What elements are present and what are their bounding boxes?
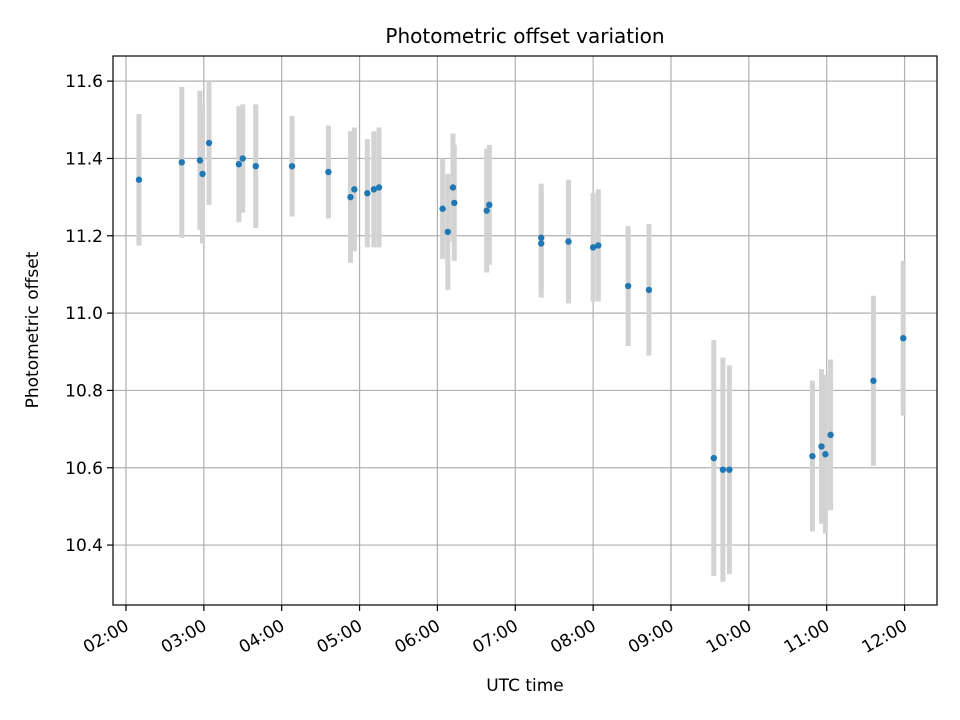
- data-point: [135, 176, 143, 183]
- data-point: [375, 184, 383, 191]
- data-point: [624, 282, 632, 290]
- y-tick-label: 11.6: [65, 72, 103, 92]
- data-point: [439, 205, 446, 212]
- data-point: [595, 242, 602, 249]
- data-point: [870, 377, 877, 384]
- data-point: [196, 157, 204, 164]
- y-tick-label: 11.2: [65, 227, 103, 247]
- y-axis-title: Photometric offset: [23, 251, 43, 408]
- data-point: [199, 170, 206, 178]
- data-point: [538, 234, 545, 241]
- y-axis-ticks: 10.4 10.6 10.8 11.0 11.2 11.4 11.6: [65, 72, 113, 556]
- data-point: [538, 240, 545, 247]
- chart-title: Photometric offset variation: [385, 24, 664, 48]
- data-point: [827, 431, 834, 439]
- data-point: [818, 443, 825, 450]
- data-point: [822, 451, 829, 458]
- plot-frame: [112, 55, 938, 606]
- data-point: [235, 161, 243, 168]
- data-point: [486, 201, 493, 209]
- data-point: [719, 466, 727, 473]
- data-point: [483, 207, 490, 214]
- data-point: [710, 454, 718, 462]
- data-point: [449, 184, 457, 191]
- data-point: [364, 190, 371, 197]
- data-point: [589, 244, 597, 251]
- data-point: [178, 159, 185, 166]
- grid-lines: [113, 56, 937, 605]
- data-point: [325, 168, 332, 176]
- data-point: [444, 228, 451, 236]
- data-point: [288, 162, 296, 170]
- data-point: [239, 155, 246, 162]
- x-axis-title: UTC time: [486, 676, 564, 696]
- y-tick-label: 10.4: [65, 536, 103, 556]
- y-tick-label: 10.8: [65, 381, 103, 401]
- data-point: [351, 186, 358, 193]
- data-point: [645, 286, 653, 294]
- data-point: [726, 466, 733, 473]
- data-points: [135, 139, 907, 473]
- data-point: [347, 193, 354, 201]
- data-point: [451, 199, 458, 207]
- data-point: [565, 238, 572, 245]
- data-point: [370, 186, 378, 193]
- y-tick-label: 11.4: [65, 149, 103, 169]
- data-point: [809, 452, 816, 460]
- y-tick-label: 11.0: [65, 304, 103, 324]
- data-point: [252, 162, 259, 170]
- data-point: [205, 139, 213, 147]
- data-point: [900, 335, 907, 342]
- y-tick-label: 10.6: [65, 459, 103, 479]
